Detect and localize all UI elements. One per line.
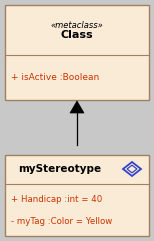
Text: «metaclass»: «metaclass»	[51, 20, 103, 29]
Text: - myTag :Color = Yellow: - myTag :Color = Yellow	[11, 217, 112, 226]
Text: myStereotype: myStereotype	[18, 165, 101, 174]
Bar	[5, 155, 149, 236]
Text: + Handicap :int = 40: + Handicap :int = 40	[11, 195, 102, 204]
Text: Class: Class	[61, 30, 93, 40]
Bar	[5, 5, 149, 100]
Text: + isActive :Boolean: + isActive :Boolean	[11, 73, 99, 82]
Polygon shape	[70, 101, 84, 113]
